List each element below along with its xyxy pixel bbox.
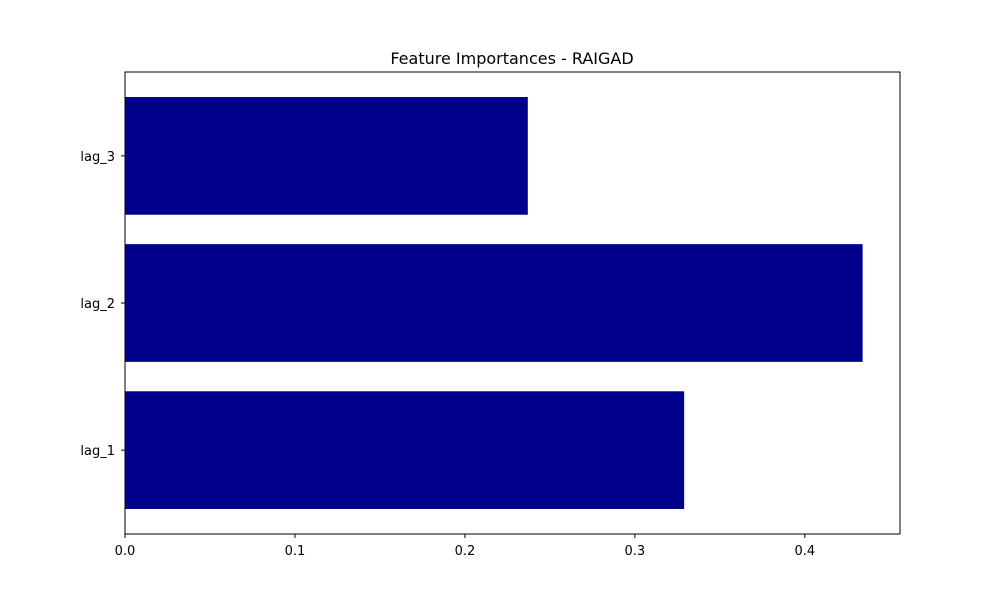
- y-tick-label: lag_2: [80, 297, 115, 312]
- y-tick-label: lag_1: [80, 444, 115, 459]
- x-tick-label: 0.3: [625, 544, 646, 559]
- x-tick-label: 0.0: [115, 544, 136, 559]
- x-tick-label: 0.4: [794, 544, 815, 559]
- chart-title: Feature Importances - RAIGAD: [390, 49, 633, 68]
- y-tick-label: lag_3: [80, 150, 115, 165]
- x-axis: 0.0 0.1 0.2 0.3 0.4: [115, 534, 815, 559]
- x-tick-label: 0.2: [455, 544, 476, 559]
- x-tick-label: 0.1: [285, 544, 306, 559]
- y-axis: lag_1 lag_2 lag_3: [80, 150, 125, 459]
- bar-lag-2: [125, 244, 863, 362]
- bars-layer: [125, 97, 863, 509]
- bar-lag-3: [125, 97, 528, 215]
- bar-lag-1: [125, 391, 685, 509]
